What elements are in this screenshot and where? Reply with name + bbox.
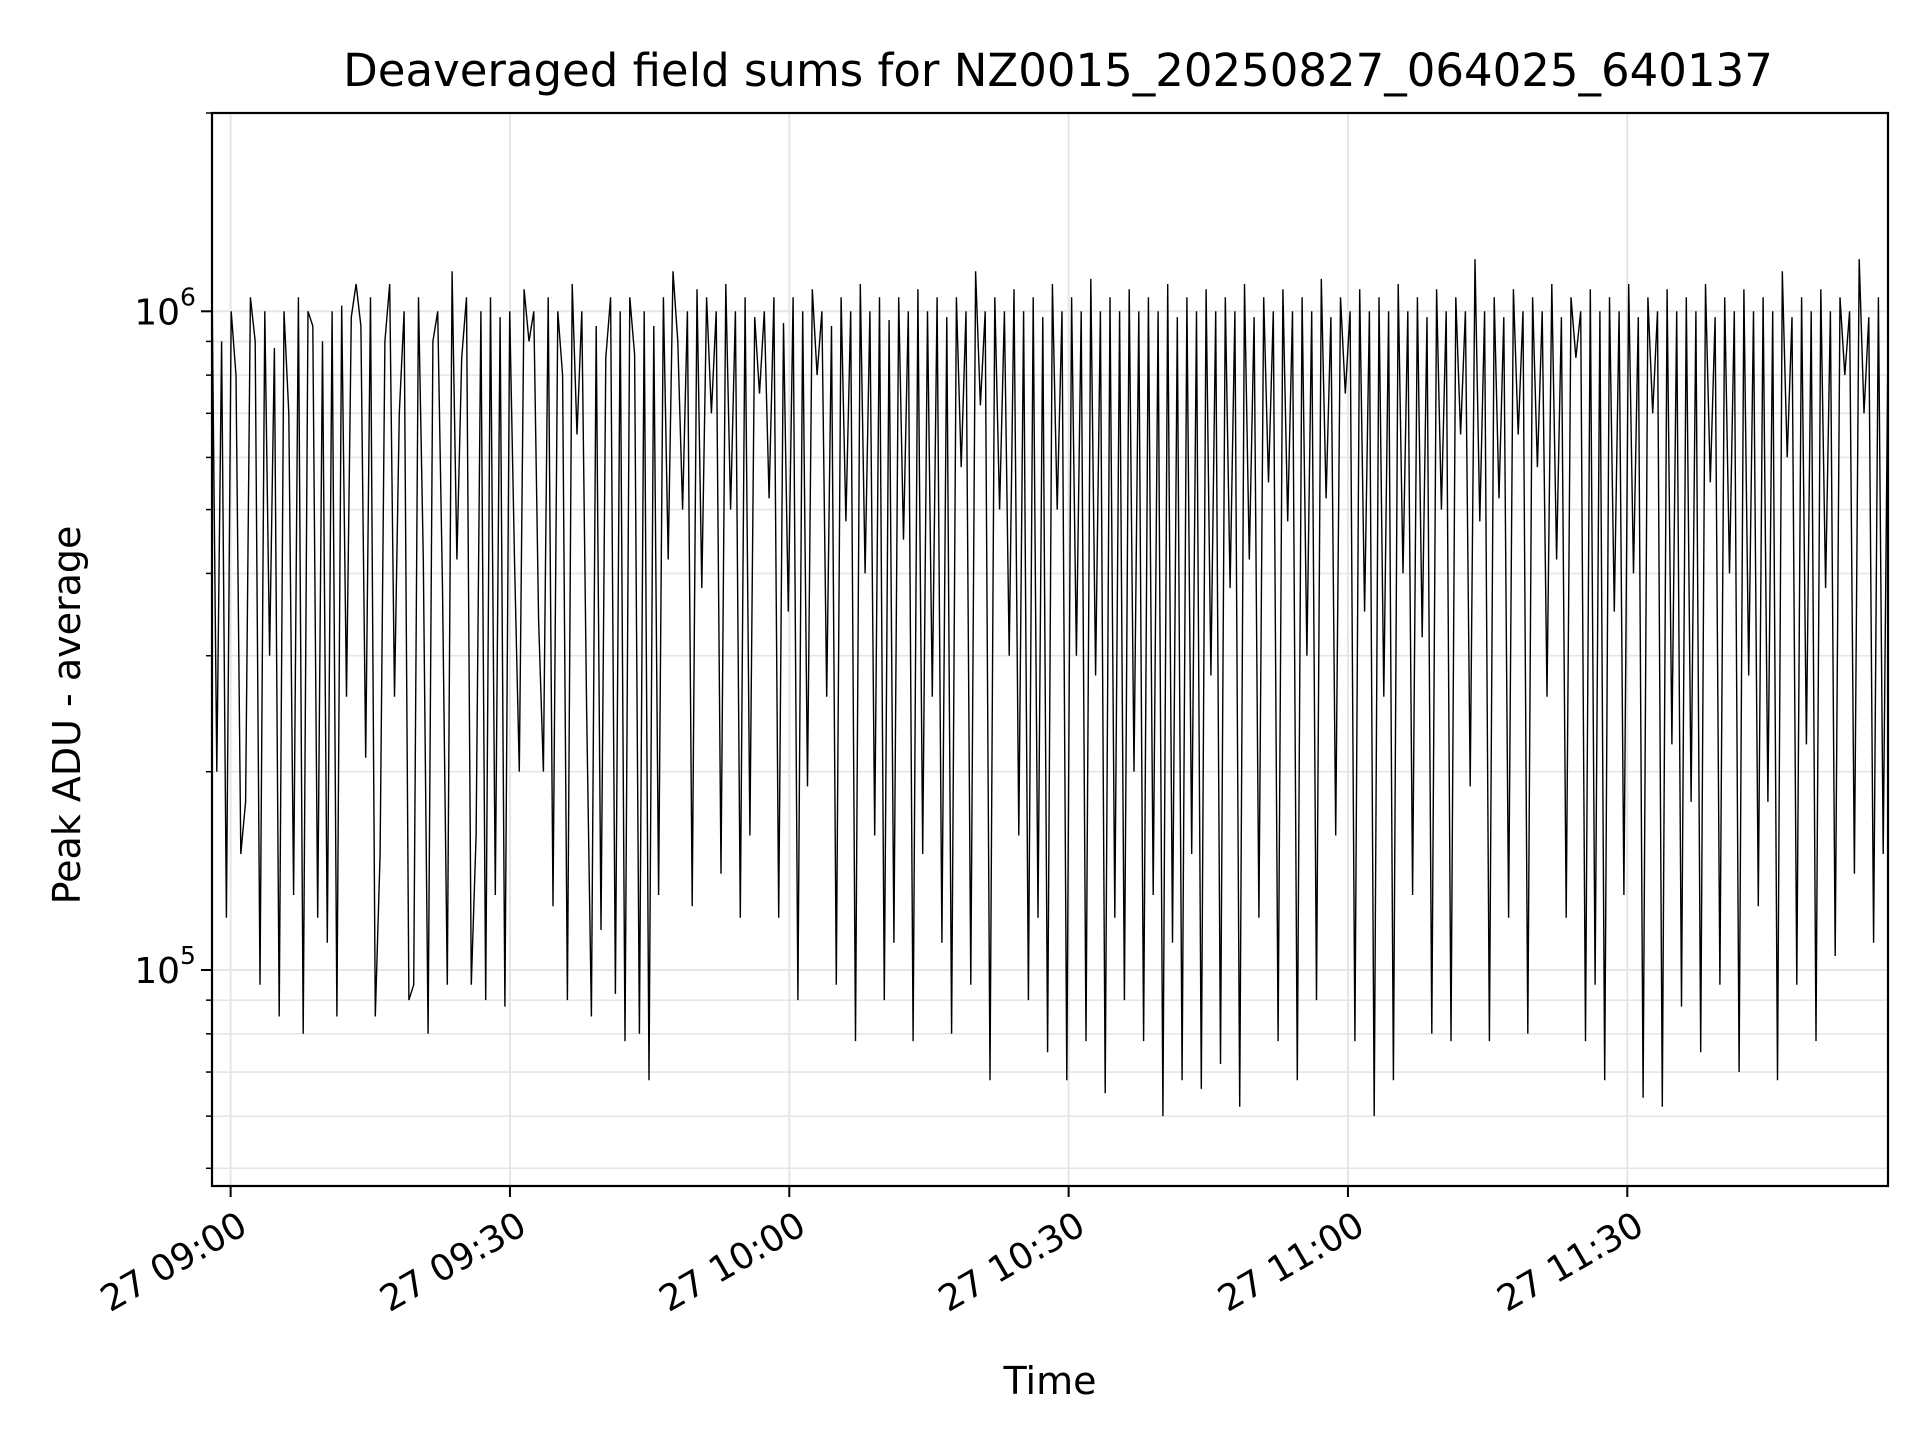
y-axis-label: Peak ADU - average <box>45 526 89 905</box>
y-tick-exponent: 5 <box>180 941 196 970</box>
series-line <box>211 259 1889 1117</box>
plot-frame <box>210 111 1890 1188</box>
chart-title: Deaveraged field sums for NZ0015_2025082… <box>343 44 1773 97</box>
y-tick-label: 10 <box>134 292 180 333</box>
y-tick-exponent: 6 <box>180 282 196 311</box>
y-tick-label: 10 <box>134 951 180 992</box>
x-axis-label: Time <box>1003 1359 1097 1403</box>
